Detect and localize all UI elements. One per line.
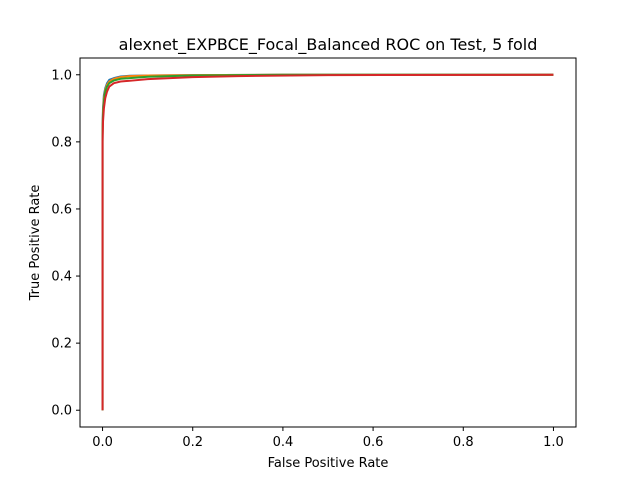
x-tick-label: 0.8	[453, 435, 474, 450]
y-tick-label: 0.8	[51, 135, 72, 150]
x-tick-label: 0.2	[182, 435, 203, 450]
y-tick-label: 1.0	[51, 68, 72, 83]
x-axis-label: False Positive Rate	[268, 456, 389, 471]
y-tick-label: 0.2	[51, 337, 72, 352]
x-tick-label: 0.0	[92, 435, 113, 450]
roc-series-line-2	[101, 73, 554, 411]
y-tick-label: 0.0	[51, 404, 72, 419]
x-tick-label: 0.6	[363, 435, 384, 450]
y-tick-label: 0.6	[51, 202, 72, 217]
roc-series-line-3	[101, 73, 554, 411]
plot-frame	[79, 57, 577, 428]
chart-title: alexnet_EXPBCE_Focal_Balanced ROC on Tes…	[119, 35, 538, 55]
series-layer	[101, 73, 554, 411]
roc-series-line-1	[101, 73, 554, 411]
y-axis-label: True Positive Rate	[28, 185, 43, 302]
x-tick-label: 0.4	[273, 435, 294, 450]
y-tick-label: 0.4	[51, 270, 72, 285]
roc-series-line-4	[101, 73, 554, 411]
x-tick-label: 1.0	[543, 435, 564, 450]
ticks-layer: 0.0 0.2 0.4 0.6 0.8 1.0 0.0 0.2 0.4 0.6 0.8 1.0	[51, 68, 563, 450]
